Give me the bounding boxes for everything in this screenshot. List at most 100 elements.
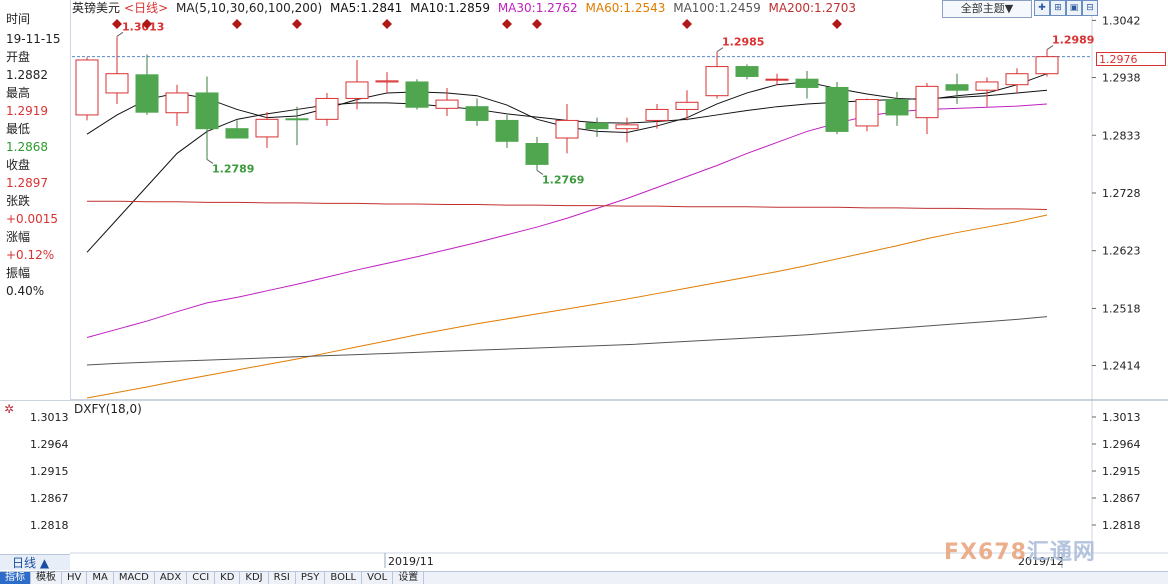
subchart-title: DXFY(18,0): [74, 402, 142, 416]
topic-dropdown[interactable]: 全部主题▼: [942, 0, 1032, 18]
candle-body: [465, 106, 489, 121]
y-tick-label: 1.2623: [1102, 245, 1141, 258]
tab-cci[interactable]: CCI: [187, 572, 216, 584]
candle-body: [675, 101, 699, 110]
tab-adx[interactable]: ADX: [155, 572, 188, 584]
event-marker-icon: [502, 19, 512, 29]
date-label-left: 2019/11: [388, 555, 434, 568]
ma-legend: 英镑美元 <日线> MA(5,10,30,60,100,200) MA5:1.28…: [72, 0, 860, 16]
date-label-right: 2019/12: [1018, 555, 1064, 568]
sub-chart: 1.3013 1.3013 1.2964 1.2964 1.2915 1.2915 1.28…: [30, 411, 1141, 532]
ma10-value: MA10:1.2859: [410, 1, 490, 15]
sub-y-tick-label: 1.2818: [1102, 519, 1141, 532]
candle-body: [1035, 56, 1059, 75]
high-value: 1.2919: [6, 104, 48, 118]
tab-kdj[interactable]: KDJ: [240, 572, 269, 584]
annotation-label: 1.2985: [722, 36, 764, 49]
annotation-label: 1.2769: [542, 173, 584, 186]
y-tick-label: 1.3042: [1102, 14, 1141, 27]
tab-settings[interactable]: 设置: [393, 572, 425, 584]
watermark-cn: 汇通网: [1026, 540, 1096, 565]
event-marker-icon: [532, 19, 542, 29]
period-tag: <日线>: [124, 1, 169, 15]
annotation-leader: [716, 47, 724, 53]
high-label: 最高: [6, 86, 31, 100]
sub-left-tick-label: 1.3013: [30, 411, 69, 424]
event-marker-icon: [382, 19, 392, 29]
y-tick-label: 1.2728: [1102, 187, 1141, 200]
tab-ma[interactable]: MA: [87, 572, 114, 584]
zoom-fit-icon[interactable]: ⊞: [1050, 0, 1066, 16]
tab-macd[interactable]: MACD: [114, 572, 155, 584]
candle-body: [555, 119, 579, 139]
y-axis: 1.3042 1.2938 1.2833 1.2728 1.2623 1.2518 1.24…: [32, 14, 1141, 372]
crosshair-icon[interactable]: ✚: [1034, 0, 1050, 16]
candle-body: [375, 80, 399, 83]
tab-boll[interactable]: BOLL: [325, 572, 363, 584]
candles[interactable]: [75, 36, 1059, 171]
current-price-tag: 1.2976: [1096, 52, 1166, 66]
event-marker-icon: [112, 19, 122, 29]
quote-info-panel: 时间 19-11-15 开盘 1.2882 最高 1.2919 最低 1.286…: [0, 0, 71, 400]
annotation-leader: [536, 170, 544, 175]
tab-hv[interactable]: HV: [62, 572, 88, 584]
candle-body: [945, 84, 969, 91]
candle-body: [735, 66, 759, 77]
candle-body: [615, 124, 639, 130]
annotation-leader: [1046, 45, 1054, 50]
candle-body: [165, 92, 189, 114]
ma200-value: MA200:1.2703: [768, 1, 857, 15]
indicator-settings-icon[interactable]: ✲: [4, 402, 15, 416]
y-tick-label: 1.2518: [1102, 302, 1141, 315]
ma-line-ma200: [87, 200, 1048, 210]
ma5-value: MA5:1.2841: [330, 1, 403, 15]
annotation-label: 1.2789: [212, 162, 254, 175]
amp-value: 0.40%: [6, 284, 45, 298]
candle-body: [225, 128, 249, 139]
candle-body: [825, 86, 849, 132]
ma-line-ma100: [86, 316, 1048, 366]
candle-body: [915, 85, 939, 119]
sub-left-tick-label: 1.2818: [30, 519, 69, 532]
zoom-in-icon[interactable]: ▣: [1066, 0, 1082, 16]
fx678-watermark: FX678汇通网: [944, 534, 1096, 566]
tab-kd[interactable]: KD: [215, 572, 241, 584]
event-marker-icon: [142, 19, 152, 29]
period-selector[interactable]: 日线 ▲: [0, 554, 70, 570]
event-marker-icon: [682, 19, 692, 29]
close-label: 收盘: [6, 158, 31, 172]
time-label: 时间: [6, 12, 31, 26]
zoom-out-icon[interactable]: ⊟: [1082, 0, 1098, 16]
candle-body: [405, 81, 429, 108]
annotation-label: 1.3013: [122, 20, 164, 33]
sub-y-tick-label: 1.2915: [1102, 465, 1141, 478]
candle-body: [345, 81, 369, 99]
amp-label: 振幅: [6, 266, 31, 280]
tab-rsi[interactable]: RSI: [269, 572, 296, 584]
pct-label: 涨幅: [6, 230, 31, 244]
sub-y-tick-label: 1.3013: [1102, 411, 1141, 424]
candle-body: [495, 119, 519, 142]
sub-left-tick-label: 1.2964: [30, 438, 69, 451]
tab-psy[interactable]: PSY: [296, 572, 326, 584]
event-marker-icon: [292, 19, 302, 29]
candle-body: [255, 118, 279, 138]
y-tick-label: 1.2414: [1102, 360, 1141, 373]
candle-body: [75, 59, 99, 116]
candle-body: [315, 97, 339, 120]
ma100-value: MA100:1.2459: [673, 1, 761, 15]
tab-template[interactable]: 模板: [31, 572, 62, 584]
tab-vol[interactable]: VOL: [362, 572, 394, 584]
tab-indicator[interactable]: 指标: [0, 572, 31, 584]
annotation-leader: [116, 31, 124, 37]
candle-body: [525, 143, 549, 165]
y-tick-label: 1.2833: [1102, 129, 1141, 142]
candle-body: [885, 99, 909, 116]
candle-body: [1005, 73, 1029, 86]
sub-y-tick-label: 1.2867: [1102, 492, 1141, 505]
price-annotations: 1.3013 1.2789 1.2769 1.2985 1.2989: [112, 19, 1094, 186]
chart-grid: [0, 0, 1168, 568]
candle-body: [855, 99, 879, 127]
symbol-title: 英镑美元: [72, 1, 121, 15]
